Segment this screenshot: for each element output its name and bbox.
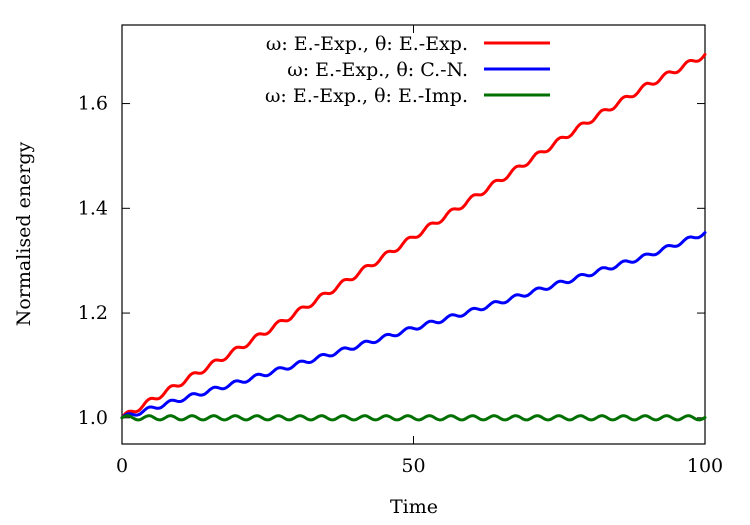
series-line-1 xyxy=(120,52,707,420)
y-tick-label: 1.6 xyxy=(78,93,108,115)
y-tick-label: 1.2 xyxy=(78,302,108,324)
series-line-2 xyxy=(120,231,707,420)
legend: ω: E.-Exp., θ: E.-Exp. ω: E.-Exp., θ: C.-… xyxy=(265,33,550,107)
y-axis-title: Normalised energy xyxy=(13,141,35,326)
x-tick-label: 0 xyxy=(116,455,128,477)
legend-label: ω: E.-Exp., θ: C.-N. xyxy=(287,59,468,81)
x-tick-label: 100 xyxy=(687,455,723,477)
series-line-3 xyxy=(120,414,707,422)
x-axis-title: Time xyxy=(390,496,438,518)
series-layer xyxy=(120,52,707,422)
legend-label: ω: E.-Exp., θ: E.-Exp. xyxy=(266,33,468,55)
y-tick-label: 1.0 xyxy=(78,407,108,429)
y-tick-label: 1.4 xyxy=(78,197,108,219)
x-tick-label: 50 xyxy=(401,455,425,477)
legend-label: ω: E.-Exp., θ: E.-Imp. xyxy=(265,85,468,107)
